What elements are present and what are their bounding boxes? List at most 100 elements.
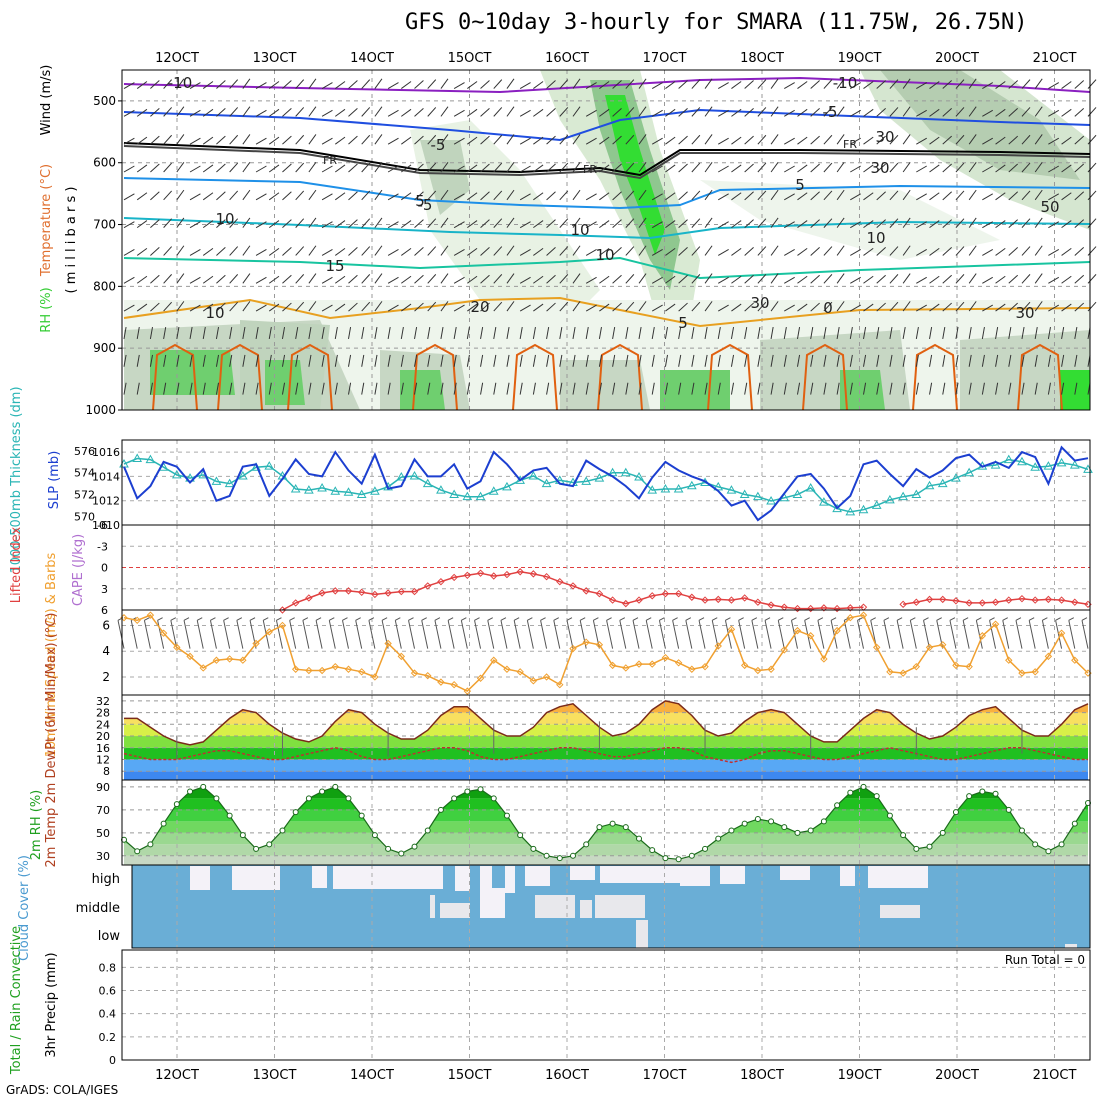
wind-barb <box>691 218 701 228</box>
y-tick-label: 1000 <box>85 403 116 417</box>
wind-barb <box>532 327 536 339</box>
wind-barb <box>863 354 867 367</box>
wind-barb <box>995 108 1006 117</box>
wind-barb <box>480 382 484 395</box>
wind-barb <box>467 192 478 201</box>
thickness-marker <box>211 476 222 485</box>
wind-barb <box>546 191 556 201</box>
lifted-index-marker <box>674 590 683 598</box>
wind-barb <box>902 245 911 256</box>
wind-barb <box>395 617 401 621</box>
wind-barb <box>678 247 688 256</box>
wind-barb <box>519 327 523 339</box>
precip-axis-label: 3hr Precip (mm) <box>44 952 59 1057</box>
wind-barb <box>672 620 680 649</box>
wind-barb <box>625 274 635 284</box>
wind-barb <box>493 79 503 89</box>
wind-barb <box>625 382 629 395</box>
wind-barb <box>936 617 942 621</box>
wind-barb <box>744 191 754 201</box>
wind-barb <box>255 249 267 256</box>
wind-barb <box>401 136 412 145</box>
wind-barb <box>414 327 418 339</box>
rh-marker <box>649 847 656 854</box>
wind-barb <box>955 301 965 312</box>
wind-barb <box>717 165 729 173</box>
wind-barb <box>678 274 688 284</box>
wind-barb <box>810 274 820 284</box>
thickness-marker <box>224 478 235 488</box>
wind-barb <box>1034 217 1043 228</box>
wind-barb <box>361 327 365 339</box>
wind-speed-marker <box>754 666 762 675</box>
precip-tick-label: 0.8 <box>99 961 117 974</box>
contour-label: 30 <box>750 294 769 312</box>
wind-barb <box>559 218 569 228</box>
wind-speed-marker <box>556 680 564 689</box>
wind-barb <box>784 109 795 117</box>
wind-barb <box>427 79 437 89</box>
rh-marker <box>873 793 880 800</box>
wind-barb <box>229 354 233 367</box>
wind-barb <box>651 276 663 284</box>
wind-barb <box>863 247 874 256</box>
wind-barb <box>1087 246 1097 256</box>
wind-barb <box>704 78 713 89</box>
rh-marker <box>886 812 893 819</box>
wind-barb <box>962 620 970 649</box>
rh-marker <box>1071 820 1078 827</box>
wind-barb <box>645 620 653 649</box>
wind-axis-label: 10m Wind Speed (m/s) & Barbs <box>44 552 59 757</box>
wind-barb <box>797 220 808 229</box>
bottom-date-label: 14OCT <box>350 1068 394 1083</box>
wind-tick-label: 4 <box>102 644 110 658</box>
wind-barb <box>678 135 688 145</box>
wind-barb <box>823 354 827 367</box>
wind-barb <box>1021 107 1031 117</box>
wind-barb <box>480 135 490 145</box>
wind-barb <box>572 134 581 145</box>
wind-speed-marker <box>740 661 749 670</box>
wind-barb <box>632 617 639 621</box>
rh-marker <box>147 841 154 848</box>
wind-barb <box>665 220 676 229</box>
lifted-index-marker <box>1057 596 1066 604</box>
lifted-index-marker <box>1044 595 1053 604</box>
wind-barb <box>136 220 148 229</box>
rh-marker <box>451 795 458 802</box>
temperature-contour <box>123 108 1091 142</box>
cloud-gap <box>505 866 515 893</box>
wind-barb <box>255 82 267 89</box>
wind-barb <box>308 327 312 339</box>
wind-speed-marker <box>622 664 630 672</box>
wind-barb <box>519 304 531 312</box>
wind-speed-marker <box>463 687 472 695</box>
wind-barb <box>585 276 597 284</box>
rh-marker <box>1045 848 1052 855</box>
wind-barb <box>665 275 676 284</box>
lifted-index-marker <box>357 588 366 596</box>
wind-barb <box>308 161 317 173</box>
wind-barb <box>400 382 404 395</box>
rh-tick-label: 90 <box>96 781 110 794</box>
wind-barb <box>414 107 424 117</box>
wind-barb <box>493 190 503 201</box>
wind-barb <box>189 276 201 284</box>
wind-barb <box>460 620 468 649</box>
wind-barb <box>209 620 217 649</box>
pressure-axis-label: ( m i l l i b a r s ) <box>64 187 79 294</box>
wind-barb <box>731 220 742 229</box>
wind-barb <box>183 620 191 649</box>
wind-barb <box>678 163 688 173</box>
wind-barb <box>731 81 742 89</box>
wind-barb <box>704 245 713 256</box>
wind-barb <box>157 617 163 621</box>
wind-barb <box>704 134 713 145</box>
wind-barb <box>1061 382 1065 395</box>
thickness-marker <box>171 469 182 479</box>
wind-barb <box>929 247 940 256</box>
thickness-marker <box>330 486 341 495</box>
rh-band <box>122 780 1090 787</box>
wind-barb <box>453 327 457 339</box>
wind-barb <box>678 354 682 367</box>
